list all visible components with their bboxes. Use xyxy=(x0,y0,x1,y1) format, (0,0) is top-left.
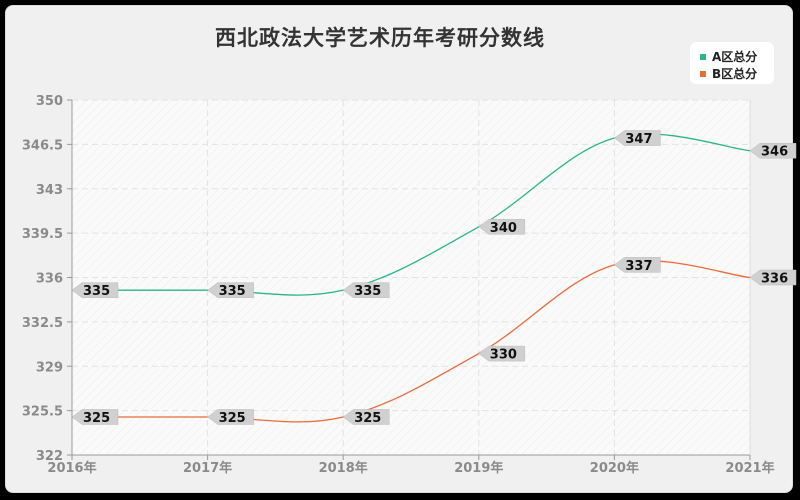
svg-text:335: 335 xyxy=(219,284,246,299)
svg-text:340: 340 xyxy=(490,221,517,236)
data-point-label: 337 xyxy=(613,257,661,274)
svg-text:336: 336 xyxy=(761,272,788,287)
data-point-label: 325 xyxy=(71,409,119,426)
data-point-label: 346 xyxy=(749,142,797,160)
x-tick-label: 2019年 xyxy=(454,460,503,476)
data-point-label: 330 xyxy=(478,345,526,363)
svg-text:325: 325 xyxy=(354,411,381,426)
y-tick-label: 346.5 xyxy=(22,138,63,153)
legend-label-b: B区总分 xyxy=(712,67,758,81)
x-tick-label: 2020年 xyxy=(590,460,639,476)
y-tick-label: 343 xyxy=(36,183,63,198)
data-point-label: 336 xyxy=(749,269,797,287)
svg-text:335: 335 xyxy=(83,284,110,299)
y-tick-label: 325.5 xyxy=(22,405,63,420)
point-labels: 335 335 335 340 347 346 325 325 325 330 337 336 xyxy=(71,130,797,426)
y-tick-label: 329 xyxy=(36,360,63,375)
svg-text:335: 335 xyxy=(354,284,381,299)
legend-swatch-a-icon xyxy=(700,53,706,60)
x-tick-label: 2021年 xyxy=(725,460,774,476)
svg-text:337: 337 xyxy=(625,259,652,274)
svg-text:325: 325 xyxy=(219,411,246,426)
data-point-label: 335 xyxy=(71,282,119,299)
legend: A区总分 B区总分 xyxy=(690,42,774,84)
data-point-label: 340 xyxy=(478,219,526,236)
axes: 350 346.5 343 339.5 336 332.5 329 325.5 3222016年… xyxy=(22,94,775,476)
y-tick-label: 322 xyxy=(36,449,63,464)
y-tick-label: 336 xyxy=(36,272,63,287)
svg-text:330: 330 xyxy=(490,348,517,363)
data-point-label: 347 xyxy=(613,130,661,147)
x-tick-label: 2018年 xyxy=(319,460,368,476)
chart-title: 西北政法大学艺术历年考研分数线 xyxy=(215,26,545,50)
svg-text:346: 346 xyxy=(761,145,788,160)
legend-item-b[interactable]: B区总分 xyxy=(700,65,757,82)
legend-item-a[interactable]: A区总分 xyxy=(700,48,757,65)
x-tick-label: 2016年 xyxy=(47,460,96,476)
legend-swatch-b-icon xyxy=(700,70,706,77)
svg-text:325: 325 xyxy=(83,411,110,426)
legend-label-a: A区总分 xyxy=(712,50,758,64)
data-point-label: 335 xyxy=(342,282,390,299)
data-point-label: 325 xyxy=(207,409,254,426)
data-point-label: 325 xyxy=(342,409,390,426)
svg-text:347: 347 xyxy=(625,132,652,147)
y-tick-label: 339.5 xyxy=(22,227,63,242)
y-tick-label: 350 xyxy=(36,94,63,109)
y-tick-label: 332.5 xyxy=(22,316,63,331)
data-point-label: 335 xyxy=(207,282,254,299)
x-tick-label: 2017年 xyxy=(183,460,232,476)
